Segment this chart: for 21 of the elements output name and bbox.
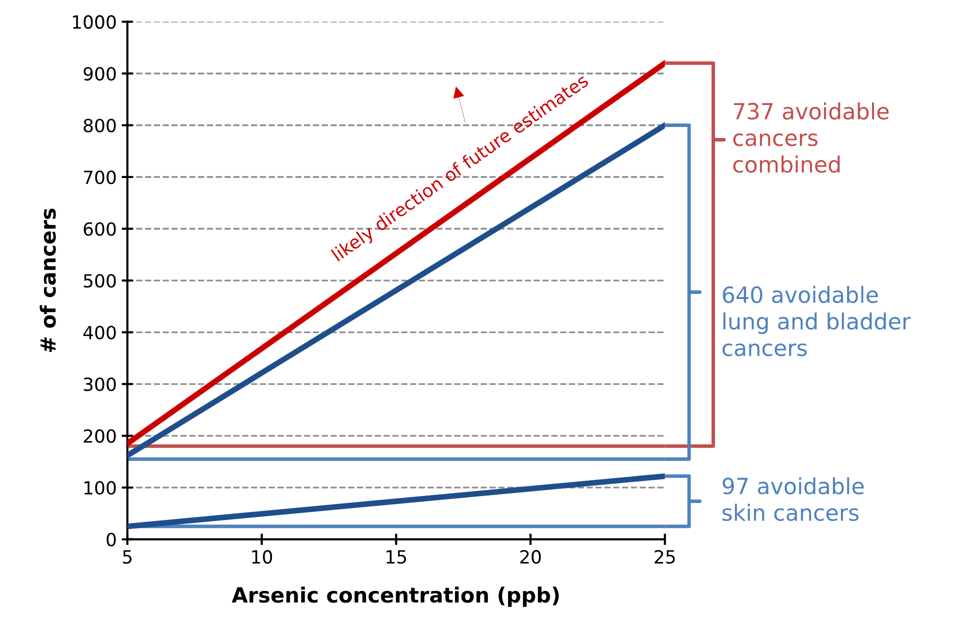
x-tick-label: 15 [386,550,406,564]
y-tick-label: 600 [84,222,116,236]
y-tick-label: 300 [84,378,116,392]
text: 640 avoidable lung and bladder cancers [722,286,911,356]
text: 737 avoidable cancers combined [733,102,889,173]
x-tick-label: 5 [123,550,132,564]
x-tick-label: 25 [654,550,675,564]
y-tick-label: 200 [84,429,116,443]
y-tick-label: 1000 [72,15,116,29]
y-tick-label: 500 [84,274,116,288]
x-tick-label: 10 [252,550,272,564]
y-tick-label: 400 [83,326,116,340]
x-tick-label: 20 [520,550,541,564]
y-tick-label: 800 [84,118,116,132]
text: 97 avoidable skin cancers [722,477,864,522]
y-tick-label: 900 [84,66,116,81]
y-axis-title: # of cancers [40,208,56,352]
y-tick-label: 0 [106,532,116,546]
y-tick-label: 700 [84,170,116,184]
x-axis-title: Arsenic concentration (ppb) [232,586,559,607]
y-tick-label: 100 [84,481,116,495]
